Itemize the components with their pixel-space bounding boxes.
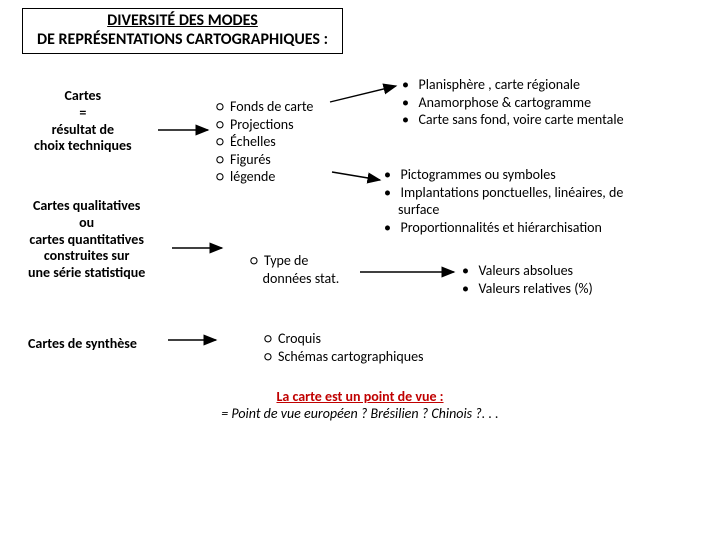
arrows-layer [0, 0, 720, 540]
arrow [330, 86, 396, 102]
arrow [332, 172, 380, 180]
